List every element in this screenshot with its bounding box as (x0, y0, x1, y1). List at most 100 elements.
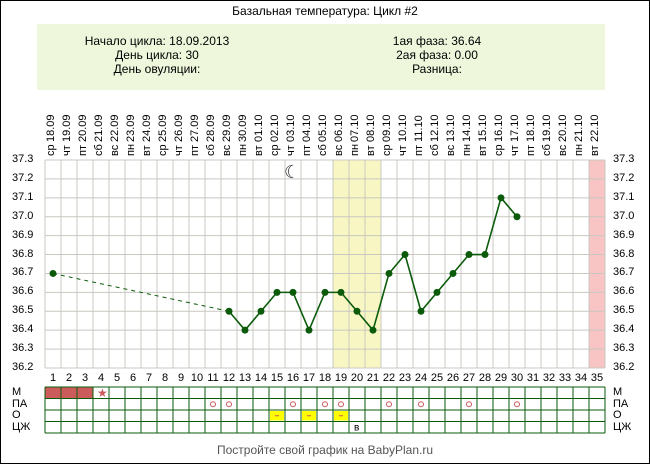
day-number: 8 (161, 372, 169, 384)
pa-circle-icon (210, 401, 216, 408)
czh-mark: в (354, 423, 359, 434)
ovulation-band (333, 160, 381, 368)
y-tick-right: 37.3 (613, 153, 635, 165)
info-right: 1ая фаза: 36.64 2ая фаза: 0.00 Разница: (367, 34, 507, 76)
day-number: 15 (270, 372, 284, 384)
data-point (417, 307, 425, 315)
dashed-line (52, 272, 230, 312)
data-point (353, 307, 361, 315)
difference: Разница: (412, 62, 462, 76)
data-point (337, 288, 345, 296)
table-row-label-left: М (12, 386, 22, 398)
moon-icon: ☾ (284, 162, 300, 182)
menstruation-cell (77, 387, 93, 399)
y-tick-right: 36.6 (613, 285, 635, 298)
y-tick-left: 36.5 (12, 304, 34, 317)
pa-circle-icon (226, 401, 232, 408)
menstruation-cell (45, 387, 61, 399)
y-tick-left: 36.9 (12, 228, 34, 241)
pa-circle-icon (418, 401, 424, 408)
day-number: 32 (542, 372, 556, 384)
day-number: 11 (207, 372, 219, 384)
data-point (401, 251, 409, 259)
table-row-label-right: М (613, 386, 623, 398)
cycle-day: День цикла: 30 (115, 48, 199, 62)
day-number: 23 (398, 372, 412, 384)
y-tick-right: 37.2 (613, 171, 635, 184)
y-tick-right: 36.3 (613, 342, 635, 355)
day-number: 35 (590, 372, 604, 384)
day-number: 24 (414, 372, 428, 384)
table-row-label-left: ПА (12, 397, 28, 410)
chart-title: Базальная температура: Цикл #2 (232, 4, 418, 18)
y-tick-right: 36.5 (613, 304, 635, 317)
star-icon: ★ (97, 386, 108, 400)
day-number: 5 (113, 372, 121, 384)
pa-circle-icon (338, 401, 344, 408)
day-number: 21 (366, 372, 380, 384)
y-tick-left: 37.1 (12, 190, 34, 203)
day-number: 2 (65, 372, 73, 384)
data-point (321, 288, 329, 296)
day-number: 3 (81, 372, 89, 384)
pa-circle-icon (290, 401, 296, 408)
y-tick-left: 36.7 (12, 266, 34, 279)
day-number: 31 (526, 372, 540, 384)
table-row-label-left: О (12, 409, 21, 421)
y-tick-right: 36.8 (613, 247, 635, 260)
y-tick-right: 36.9 (613, 228, 635, 241)
day-number: 20 (350, 372, 364, 384)
day-number: 33 (558, 372, 572, 384)
data-point (225, 307, 233, 315)
phase1: 1ая фаза: 36.64 (392, 34, 482, 48)
day-number: 7 (145, 372, 153, 384)
table-row-label-left: ЦЖ (12, 420, 31, 433)
y-tick-left: 37.2 (12, 171, 34, 184)
day-number: 29 (494, 372, 508, 384)
day-number: 18 (318, 372, 332, 384)
day-number: 25 (430, 372, 444, 384)
y-tick-right: 36.4 (613, 323, 635, 336)
day-number: 1 (49, 372, 57, 384)
next-cycle-band (589, 160, 605, 368)
day-number: 12 (222, 372, 236, 384)
data-point (433, 288, 441, 296)
data-point (257, 307, 265, 315)
day-number: 22 (382, 372, 396, 384)
info-panel: Начало цикла: 18.09.2013 День цикла: 30 … (37, 24, 605, 90)
pa-circle-icon (514, 401, 520, 408)
table-row-label-right: ЦЖ (613, 420, 632, 433)
day-number: 13 (238, 372, 252, 384)
data-point (49, 269, 57, 277)
data-point (289, 288, 297, 296)
day-number: 6 (129, 372, 137, 384)
y-tick-left: 36.3 (12, 342, 34, 355)
table-row-label-right: О (613, 409, 622, 421)
pa-circle-icon (466, 401, 472, 408)
phase2: 2ая фаза: 0.00 (396, 48, 478, 62)
data-point (305, 326, 313, 334)
day-number: 19 (334, 372, 348, 384)
y-tick-left: 37.3 (12, 153, 34, 165)
day-number: 30 (510, 372, 524, 384)
y-tick-left: 36.6 (12, 285, 34, 298)
day-number: 27 (462, 372, 476, 384)
data-point (273, 288, 281, 296)
day-number: 28 (478, 372, 492, 384)
data-point (449, 269, 457, 277)
day-number: 14 (254, 372, 268, 384)
data-point (241, 326, 249, 334)
y-tick-right: 37.0 (613, 209, 635, 222)
data-point (513, 213, 521, 221)
y-tick-right: 36.2 (613, 361, 635, 373)
data-point (481, 251, 489, 259)
pa-circle-icon (386, 401, 392, 408)
data-point (465, 251, 473, 259)
data-point (369, 326, 377, 334)
day-number: 16 (286, 372, 300, 384)
pa-circle-icon (322, 401, 328, 408)
day-number: 34 (574, 372, 588, 384)
day-number: 4 (97, 372, 105, 384)
y-tick-left: 36.8 (12, 247, 34, 260)
footer-link[interactable]: Постройте свой график на BabyPlan.ru (216, 443, 434, 457)
